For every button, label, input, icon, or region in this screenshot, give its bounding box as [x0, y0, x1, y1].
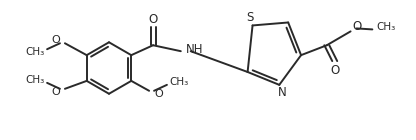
Text: CH₃: CH₃: [169, 77, 188, 87]
Text: O: O: [154, 89, 163, 99]
Text: O: O: [149, 13, 158, 26]
Text: CH₃: CH₃: [26, 47, 45, 57]
Text: N: N: [278, 86, 287, 99]
Text: CH₃: CH₃: [376, 22, 396, 32]
Text: S: S: [246, 11, 253, 24]
Text: NH: NH: [186, 43, 203, 56]
Text: O: O: [352, 20, 362, 33]
Text: O: O: [51, 87, 60, 97]
Text: O: O: [51, 35, 60, 45]
Text: CH₃: CH₃: [26, 75, 45, 85]
Text: O: O: [330, 64, 339, 76]
